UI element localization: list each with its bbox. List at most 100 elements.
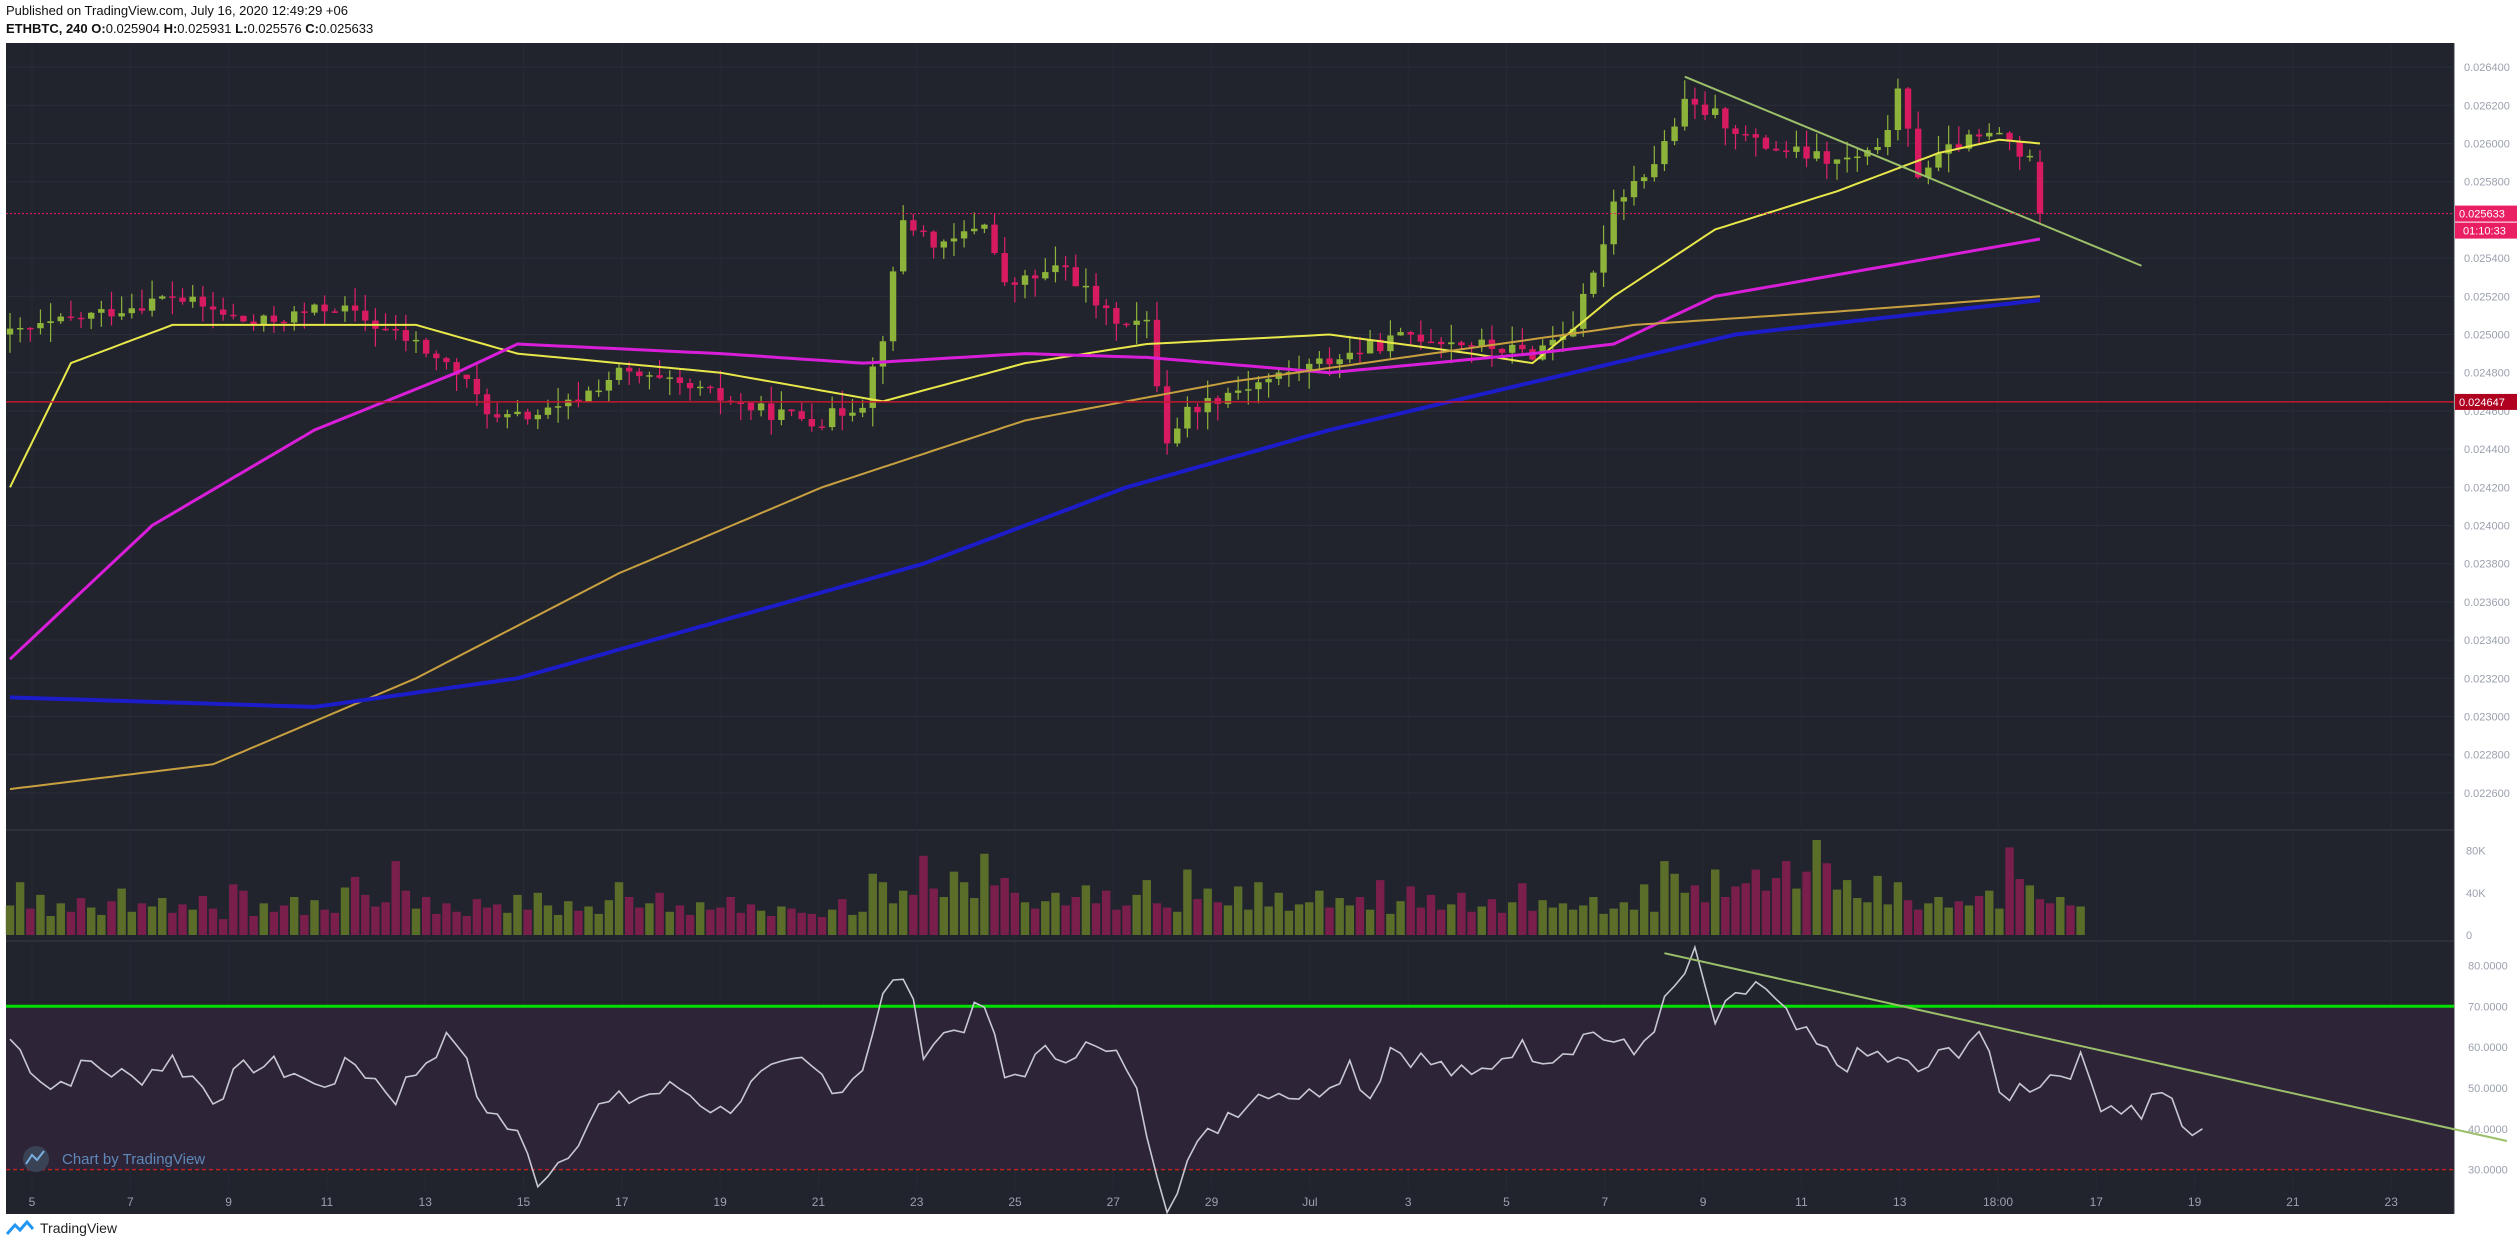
candle-body <box>392 328 399 331</box>
candle-body <box>1803 146 1810 159</box>
candle-body <box>240 315 247 322</box>
candle-body <box>1498 348 1506 353</box>
volume-bar <box>117 888 126 935</box>
candle-body <box>1996 132 2003 135</box>
candle-body <box>412 339 420 342</box>
volume-bar <box>330 912 339 935</box>
time-tick-label: 9 <box>225 1195 232 1209</box>
candle-body <box>37 323 44 329</box>
candle-body <box>1478 339 1485 347</box>
candle-body <box>1894 88 1902 131</box>
time-tick-label: 23 <box>2385 1195 2399 1209</box>
volume-bar <box>1782 861 1791 935</box>
candle-body <box>341 305 349 312</box>
chart-grid <box>6 43 2455 1214</box>
candle-body <box>1762 137 1770 149</box>
candle-body <box>179 297 186 302</box>
candle-body <box>636 371 643 377</box>
volume-bar <box>1680 892 1689 935</box>
time-axis[interactable]: 5 7 9 11 13 15 17 19 21 23 25 27 29 Jul 3 5 7 9 11 13 18:00 1… <box>29 1195 2399 1209</box>
rsi-line <box>9 944 2203 1215</box>
candle-body <box>514 411 521 415</box>
price-pane[interactable] <box>6 75 2454 791</box>
candle-body <box>1031 275 1039 279</box>
volume-bar <box>1112 909 1121 935</box>
candle-body <box>798 411 805 420</box>
volume-bar <box>1690 885 1700 935</box>
candle-body <box>301 311 308 313</box>
volume-bar <box>1954 901 1963 935</box>
time-tick-label: 11 <box>1795 1195 1808 1209</box>
candle-body <box>2026 155 2034 158</box>
candle-body <box>1915 128 1922 178</box>
candle-body <box>981 224 988 229</box>
price-tick-label: 0.023800 <box>2464 559 2510 571</box>
volume-bar <box>878 882 888 935</box>
time-tick-label: 5 <box>29 1195 36 1209</box>
volume-pane[interactable] <box>5 840 2085 935</box>
time-tick-label: 13 <box>1893 1195 1907 1209</box>
volume-bar <box>594 913 603 935</box>
candle-body <box>159 296 166 299</box>
price-tick-label: 0.025400 <box>2464 253 2510 265</box>
volume-bar <box>1944 907 1953 935</box>
candle-body <box>331 311 338 313</box>
price-tick-label: 0.024200 <box>2464 482 2510 494</box>
candle-body <box>1458 342 1465 346</box>
candle-body <box>849 412 856 416</box>
volume-bar <box>2005 847 2014 935</box>
volume-bar <box>1223 905 1233 935</box>
candle-body <box>1082 285 1090 288</box>
candle-body <box>6 328 14 335</box>
volume-bar <box>1284 910 1294 935</box>
candle-body <box>1153 319 1161 387</box>
volume-bar <box>777 906 786 935</box>
moving-average-yellow <box>9 138 2041 488</box>
volume-bar <box>391 861 400 935</box>
price-axis[interactable]: 0.026400 0.026200 0.026000 0.025800 0.025400… <box>2455 62 2517 1177</box>
candle-body <box>2036 161 2044 214</box>
rsi-pane[interactable] <box>6 944 2508 1215</box>
volume-bar <box>1508 902 1517 935</box>
volume-bar <box>543 905 553 935</box>
candle-body <box>1986 132 1993 137</box>
time-tick-label: 19 <box>2188 1195 2202 1209</box>
price-tick-label: 0.022600 <box>2464 788 2510 800</box>
volume-bar <box>1426 894 1436 935</box>
volume-tick-label: 0 <box>2466 930 2472 942</box>
candle-body <box>77 317 85 320</box>
volume-bar <box>1010 892 1020 935</box>
candle-body <box>1468 345 1475 347</box>
time-tick-label: 19 <box>713 1195 727 1209</box>
moving-average-tan <box>9 295 2041 791</box>
time-tick-label: Jul <box>1302 1195 1317 1209</box>
candle-body <box>260 315 267 326</box>
time-tick-label: 17 <box>615 1195 629 1209</box>
candle-body <box>595 390 602 393</box>
candle-body <box>1519 344 1526 350</box>
volume-bar <box>523 909 532 935</box>
volume-bar <box>493 904 502 935</box>
volume-bar <box>97 914 106 935</box>
volume-bar <box>868 873 877 935</box>
volume-bar <box>1386 913 1395 935</box>
volume-bar <box>168 912 177 935</box>
volume-bar <box>1639 884 1649 935</box>
tradingview-chart[interactable]: 0.026400 0.026200 0.026000 0.025800 0.025400… <box>0 40 2520 1216</box>
candle-body <box>1143 319 1150 322</box>
candle-body <box>1306 363 1313 372</box>
volume-bar <box>503 912 512 935</box>
candle-body <box>1377 339 1384 352</box>
candle-body <box>889 271 897 342</box>
volume-bar <box>1853 898 1862 935</box>
candle-body <box>1092 285 1100 306</box>
price-tick-label: 0.026200 <box>2464 100 2510 112</box>
candle-body <box>27 327 34 330</box>
volume-bar <box>1650 911 1659 935</box>
volume-bar <box>838 899 847 935</box>
support-label: 0.024647 <box>2459 397 2505 409</box>
candle-body <box>1580 293 1587 329</box>
candle-body <box>148 298 156 311</box>
price-tick-label: 0.024400 <box>2464 444 2510 456</box>
candle-body <box>1042 272 1049 279</box>
